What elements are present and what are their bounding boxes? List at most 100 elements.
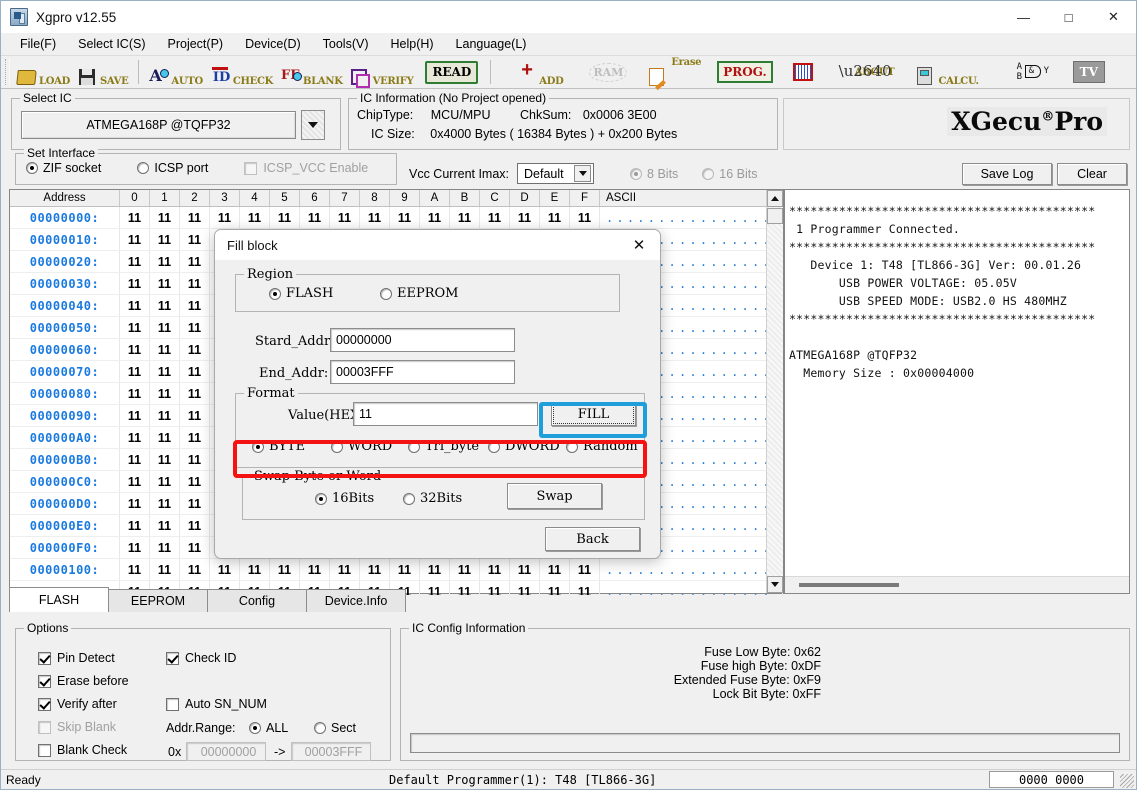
toolbar-auto-button[interactable]: A AUTO xyxy=(145,57,206,88)
hex-byte-cell[interactable]: 11 xyxy=(180,537,210,558)
hex-byte-cell[interactable]: 11 xyxy=(180,427,210,448)
hex-byte-cell[interactable]: 11 xyxy=(390,559,420,580)
end-addr-input[interactable]: 00003FFF xyxy=(330,360,515,384)
hex-byte-cell[interactable]: 11 xyxy=(270,207,300,228)
hex-byte-cell[interactable]: 11 xyxy=(150,427,180,448)
menu-file[interactable]: File(F) xyxy=(20,37,57,51)
menu-help[interactable]: Help(H) xyxy=(390,37,434,51)
toolbar-erase-button[interactable]: Erase xyxy=(645,57,705,87)
hex-byte-cell[interactable]: 11 xyxy=(150,317,180,338)
toolbar-logic-button[interactable]: A B & Y xyxy=(1013,57,1057,87)
hex-byte-cell[interactable]: 11 xyxy=(120,295,150,316)
hex-byte-cell[interactable]: 11 xyxy=(120,317,150,338)
hex-byte-cell[interactable]: 11 xyxy=(450,559,480,580)
hex-byte-cell[interactable]: 11 xyxy=(120,383,150,404)
hex-byte-cell[interactable]: 11 xyxy=(120,251,150,272)
hex-byte-cell[interactable]: 11 xyxy=(120,471,150,492)
scroll-up-button[interactable] xyxy=(767,190,783,207)
radio-word[interactable]: WORD xyxy=(331,439,392,454)
hex-byte-cell[interactable]: 11 xyxy=(150,559,180,580)
maximize-button[interactable]: □ xyxy=(1064,9,1073,25)
chevron-down-icon[interactable] xyxy=(301,110,325,140)
vcc-dropdown-icon[interactable] xyxy=(574,165,592,182)
checkbox-blank-check[interactable]: Blank Check xyxy=(38,743,127,757)
hex-byte-cell[interactable]: 11 xyxy=(120,493,150,514)
checkbox-erase-before[interactable]: Erase before xyxy=(38,674,129,688)
hex-byte-cell[interactable]: 11 xyxy=(180,339,210,360)
toolbar-save-button[interactable]: SAVE xyxy=(74,57,132,87)
radio-byte[interactable]: BYTE xyxy=(252,439,305,454)
hex-byte-cell[interactable]: 11 xyxy=(270,559,300,580)
hex-byte-cell[interactable]: 11 xyxy=(120,361,150,382)
hex-byte-cell[interactable]: 11 xyxy=(120,229,150,250)
hex-byte-cell[interactable]: 11 xyxy=(540,207,570,228)
menu-tools[interactable]: Tools(V) xyxy=(322,37,369,51)
menu-select-ic[interactable]: Select IC(S) xyxy=(78,37,146,51)
toolbar-verify-button[interactable]: VERIFY xyxy=(347,57,418,88)
hex-byte-cell[interactable]: 11 xyxy=(120,449,150,470)
scroll-thumb[interactable] xyxy=(767,208,783,224)
hex-byte-cell[interactable]: 11 xyxy=(120,207,150,228)
hex-byte-cell[interactable]: 11 xyxy=(480,559,510,580)
hex-byte-cell[interactable]: 11 xyxy=(180,383,210,404)
hex-byte-cell[interactable]: 11 xyxy=(180,361,210,382)
hex-byte-cell[interactable]: 11 xyxy=(180,207,210,228)
hex-byte-cell[interactable]: 11 xyxy=(390,207,420,228)
hex-byte-cell[interactable]: 11 xyxy=(150,449,180,470)
vcc-select-value[interactable]: Default xyxy=(524,166,564,181)
hex-byte-cell[interactable]: 11 xyxy=(240,207,270,228)
hex-byte-cell[interactable]: 11 xyxy=(150,295,180,316)
scroll-down-button[interactable] xyxy=(767,576,783,593)
hex-byte-cell[interactable]: 11 xyxy=(450,207,480,228)
tab-eeprom[interactable]: EEPROM xyxy=(108,589,208,612)
toolbar-about-button[interactable]: \u2640 ABOUT xyxy=(835,57,899,87)
hex-byte-cell[interactable]: 11 xyxy=(120,339,150,360)
hex-row[interactable]: 00000100: 11 11 11 11 11 11 11 11 11 11 11 11 11 11 11 1… xyxy=(10,559,783,581)
hex-byte-cell[interactable]: 11 xyxy=(180,273,210,294)
toolbar-prog-button[interactable]: PROG. xyxy=(717,61,773,83)
toolbar-blank-button[interactable]: FF BLANK xyxy=(277,57,347,87)
radio-flash[interactable]: FLASH xyxy=(269,286,333,301)
log-panel[interactable]: ****************************************… xyxy=(784,189,1130,594)
radio-zif-socket[interactable]: ZIF socket xyxy=(26,161,101,175)
start-addr-input[interactable]: 00000000 xyxy=(330,328,515,352)
fill-button[interactable]: FILL xyxy=(551,403,636,426)
toolbar-chip-button[interactable] xyxy=(789,57,817,87)
hex-byte-cell[interactable]: 11 xyxy=(210,559,240,580)
hex-byte-cell[interactable]: 11 xyxy=(150,229,180,250)
menu-language[interactable]: Language(L) xyxy=(455,37,527,51)
hex-byte-cell[interactable]: 11 xyxy=(150,207,180,228)
radio-addr-sect[interactable]: Sect xyxy=(314,721,356,735)
log-scroll-thumb[interactable] xyxy=(799,583,899,587)
checkbox-pin-detect[interactable]: Pin Detect xyxy=(38,651,115,665)
hex-byte-cell[interactable]: 11 xyxy=(360,559,390,580)
clear-button[interactable]: Clear xyxy=(1057,163,1127,185)
radio-eeprom[interactable]: EEPROM xyxy=(380,286,458,301)
hex-byte-cell[interactable]: 11 xyxy=(150,361,180,382)
hex-byte-cell[interactable]: 11 xyxy=(540,581,570,595)
close-icon[interactable]: ✕ xyxy=(632,237,646,254)
hex-byte-cell[interactable]: 11 xyxy=(510,559,540,580)
hex-byte-cell[interactable]: 11 xyxy=(510,581,540,595)
hex-byte-cell[interactable]: 11 xyxy=(120,515,150,536)
hex-byte-cell[interactable]: 11 xyxy=(180,251,210,272)
hex-byte-cell[interactable]: 11 xyxy=(150,537,180,558)
ic-combo-value[interactable]: ATMEGA168P @TQFP32 xyxy=(21,111,296,139)
hex-byte-cell[interactable]: 11 xyxy=(180,471,210,492)
hex-byte-cell[interactable]: 11 xyxy=(180,449,210,470)
hex-byte-cell[interactable]: 11 xyxy=(150,471,180,492)
checkbox-verify-after[interactable]: Verify after xyxy=(38,697,117,711)
hex-byte-cell[interactable]: 11 xyxy=(210,207,240,228)
hex-byte-cell[interactable]: 11 xyxy=(150,405,180,426)
hex-byte-cell[interactable]: 11 xyxy=(570,559,600,580)
value-hex-input[interactable]: 11 xyxy=(353,402,538,426)
radio-random[interactable]: Random xyxy=(566,439,638,454)
hex-byte-cell[interactable]: 11 xyxy=(240,559,270,580)
hex-byte-cell[interactable]: 11 xyxy=(180,229,210,250)
hex-byte-cell[interactable]: 11 xyxy=(120,427,150,448)
swap-button[interactable]: Swap xyxy=(507,483,602,509)
hex-byte-cell[interactable]: 11 xyxy=(570,207,600,228)
hex-byte-cell[interactable]: 11 xyxy=(480,207,510,228)
hex-byte-cell[interactable]: 11 xyxy=(330,559,360,580)
checkbox-check-id[interactable]: Check ID xyxy=(166,651,236,665)
